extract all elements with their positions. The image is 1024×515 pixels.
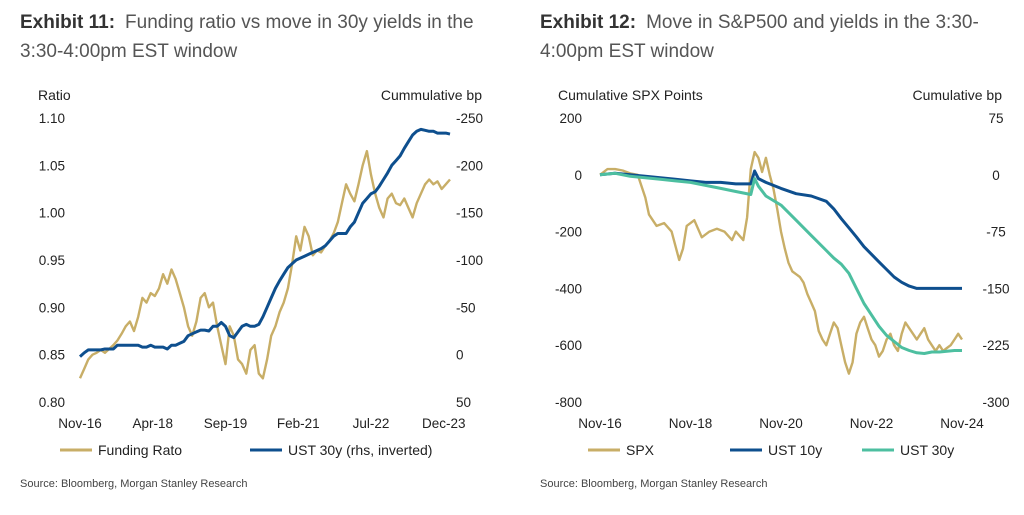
y-right-tick-label: -250 <box>456 111 483 126</box>
exhibit-12-title: Exhibit 12: Move in S&P500 and yields in … <box>540 8 1020 66</box>
y-right-tick-label: -225 <box>982 338 1009 353</box>
y-left-tick-label: 0.80 <box>39 395 65 410</box>
legend-label-spx: SPX <box>626 442 655 458</box>
y-left-tick-label: 0.85 <box>39 348 65 363</box>
exhibit-12-source: Source: Bloomberg, Morgan Stanley Resear… <box>540 478 768 490</box>
series-line-ust-10y <box>599 169 962 290</box>
legend-label-funding-ratio: Funding Rato <box>98 442 182 458</box>
y-right-tick-label: 75 <box>988 111 1003 126</box>
exhibit-11-title: Exhibit 11: Funding ratio vs move in 30y … <box>20 8 500 66</box>
y-axis-right-label: Cumulative bp <box>913 87 1003 103</box>
series-line-ust-30y <box>599 171 962 355</box>
y-axis-left-label: Cumulative SPX Points <box>558 87 703 103</box>
y-left-tick-label: 1.00 <box>39 206 65 221</box>
y-left-tick-label: 0 <box>574 168 582 183</box>
y-axis-left-label: Ratio <box>38 87 71 103</box>
legend-label-ust-30y: UST 30y (rhs, inverted) <box>288 442 432 458</box>
y-right-tick-label: -150 <box>456 206 483 221</box>
y-right-tick-label: 0 <box>456 348 464 363</box>
x-tick-label: Dec-23 <box>422 416 466 431</box>
x-tick-label: Nov-20 <box>759 416 803 431</box>
y-right-tick-label: -100 <box>456 253 483 268</box>
legend-label-ust-30y: UST 30y <box>900 442 954 458</box>
exhibit-12-chart: Cumulative SPX Points Cumulative bp 200 0 -2… <box>555 87 1010 458</box>
y-left-tick-label: -200 <box>555 225 582 240</box>
y-left-tick-label: -800 <box>555 395 582 410</box>
x-tick-label: Nov-24 <box>940 416 984 431</box>
x-tick-label: Feb-21 <box>277 416 320 431</box>
exhibit-11-source: Source: Bloomberg, Morgan Stanley Resear… <box>20 478 248 490</box>
x-tick-label: Nov-16 <box>578 416 622 431</box>
x-tick-label: Sep-19 <box>204 416 248 431</box>
series-line-ust-30y <box>78 127 451 358</box>
exhibit-12-title-text: Move in S&P500 and yields in the 3:30-4:… <box>540 12 979 62</box>
y-right-tick-label: -75 <box>986 225 1006 240</box>
x-tick-label: Nov-22 <box>850 416 894 431</box>
y-right-tick-label: -150 <box>982 281 1009 296</box>
y-left-tick-label: 200 <box>559 111 582 126</box>
y-right-tick-label: -50 <box>456 300 476 315</box>
x-tick-label: Nov-16 <box>58 416 102 431</box>
y-right-tick-label: 50 <box>456 395 471 410</box>
exhibit-11-label: Exhibit 11: <box>20 12 116 33</box>
y-left-tick-label: -600 <box>555 338 582 353</box>
y-right-tick-label: 0 <box>992 168 1000 183</box>
exhibit-11-chart: Ratio Cummulative bp 0.80 0.85 0.90 0.95 1.00 1… <box>38 87 483 458</box>
y-right-tick-label: -300 <box>982 395 1009 410</box>
x-tick-label: Jul-22 <box>353 416 390 431</box>
series-line-funding-ratio <box>78 149 451 380</box>
series-line-spx <box>599 150 963 375</box>
exhibit-11-panel: Exhibit 11: Funding ratio vs move in 30y … <box>0 0 500 515</box>
y-left-tick-label: -400 <box>555 281 582 296</box>
y-left-tick-label: 0.95 <box>39 253 65 268</box>
exhibit-12-label: Exhibit 12: <box>540 12 637 33</box>
x-tick-label: Nov-18 <box>669 416 713 431</box>
legend-label-ust-10y: UST 10y <box>768 442 822 458</box>
exhibit-11-title-text: Funding ratio vs move in 30y yields in t… <box>20 12 474 62</box>
y-axis-right-label: Cummulative bp <box>381 87 482 103</box>
y-right-tick-label: -200 <box>456 158 483 173</box>
x-tick-label: Apr-18 <box>132 416 173 431</box>
exhibit-12-panel: Exhibit 12: Move in S&P500 and yields in … <box>520 0 1020 515</box>
y-left-tick-label: 1.10 <box>39 111 65 126</box>
y-left-tick-label: 1.05 <box>39 158 65 173</box>
y-left-tick-label: 0.90 <box>39 300 65 315</box>
